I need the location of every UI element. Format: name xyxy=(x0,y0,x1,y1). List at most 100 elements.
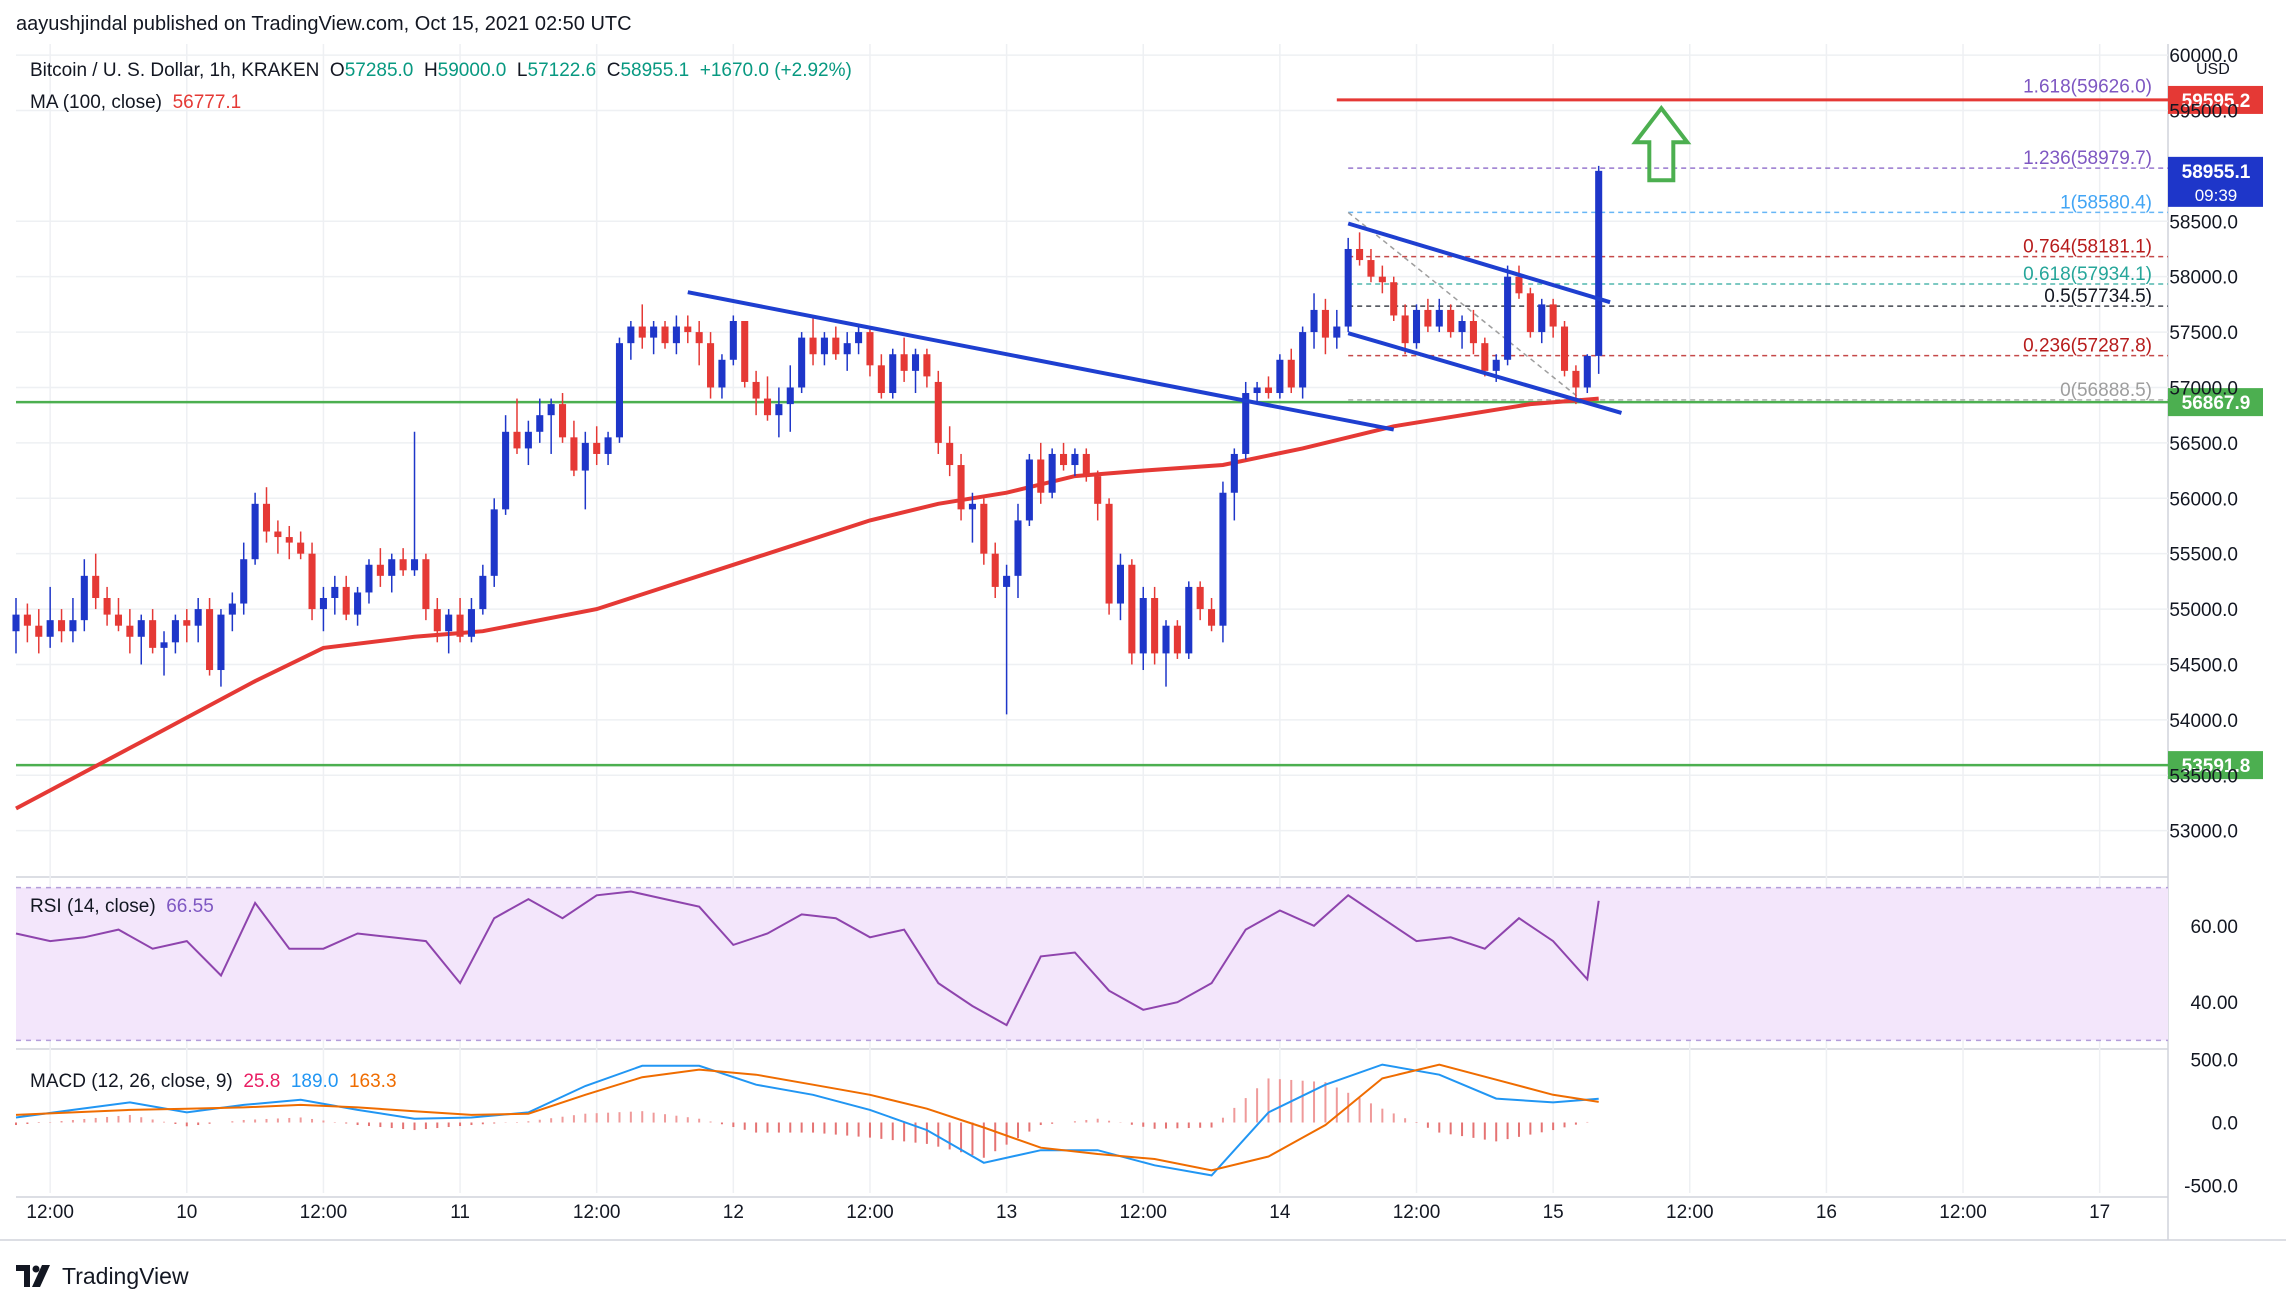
candle-body xyxy=(1208,609,1216,626)
candle-up xyxy=(855,326,863,355)
tradingview-logo[interactable]: TradingView xyxy=(16,1262,189,1290)
candle-down xyxy=(1264,376,1273,399)
candle-body xyxy=(957,465,965,510)
candle-down xyxy=(1173,620,1181,659)
candle-up xyxy=(1276,354,1284,399)
candle-up xyxy=(911,348,920,394)
macd-tick-label: 500.0 xyxy=(2190,1051,2238,1072)
time-tick-label: 12:00 xyxy=(1666,1202,1714,1223)
candle-up xyxy=(843,332,851,371)
candle-down xyxy=(1082,448,1090,482)
high-value: 59000.0 xyxy=(437,60,507,81)
tradingview-brand: TradingView xyxy=(62,1262,189,1289)
candle-down xyxy=(342,575,350,621)
close-value: 58955.1 xyxy=(620,60,690,81)
candle-down xyxy=(1037,442,1045,504)
candle-body xyxy=(820,337,828,355)
candle-body xyxy=(1412,309,1421,344)
candle-down xyxy=(695,321,703,366)
candle-down xyxy=(991,542,999,598)
candle-up xyxy=(1139,586,1147,671)
candle-body xyxy=(126,625,134,637)
fibonacci-retracement[interactable]: 1.618(59626.0) 1.236(58979.7) 1(58580.4) 0.… xyxy=(1347,77,2168,401)
candle-up xyxy=(1230,448,1238,521)
fib-level-label: 1.236(58979.7) xyxy=(2023,148,2152,169)
candle-body xyxy=(1094,476,1102,504)
ma-legend[interactable]: MA (100, close) 56777.1 xyxy=(30,93,241,112)
rsi-legend[interactable]: RSI (14, close) 66.55 xyxy=(30,897,214,916)
candle-down xyxy=(308,542,316,621)
candle-down xyxy=(103,586,111,626)
macd-label: MACD (12, 26, close, 9) xyxy=(30,1071,233,1092)
candle-body xyxy=(456,614,464,637)
candle-body xyxy=(946,442,954,466)
candle-down xyxy=(1151,586,1159,665)
candle-body xyxy=(832,337,840,355)
candle-body xyxy=(319,598,327,610)
macd-legend[interactable]: MACD (12, 26, close, 9) 25.8 189.0 163.3 xyxy=(30,1072,397,1091)
macd-tick-label: -500.0 xyxy=(2184,1176,2238,1197)
candle-up xyxy=(1435,298,1443,333)
candle-body xyxy=(160,642,168,648)
candle-body xyxy=(661,326,669,344)
candle-up xyxy=(1595,165,1603,374)
candle-down xyxy=(1094,470,1102,521)
currency-label: USD xyxy=(2196,61,2230,78)
low-label: L xyxy=(516,60,528,81)
candle-up xyxy=(1333,309,1341,349)
candle-down xyxy=(809,315,817,366)
price-tick-label: 57000.0 xyxy=(2169,378,2238,399)
rsi-tick-label: 60.00 xyxy=(2190,917,2238,938)
candle-body xyxy=(843,343,851,355)
candle-body xyxy=(228,603,236,615)
candle-body xyxy=(1515,276,1523,294)
candle-body xyxy=(1378,276,1386,283)
candle-up xyxy=(786,365,794,432)
rsi-value: 66.55 xyxy=(166,896,214,917)
open-value: 57285.0 xyxy=(344,60,414,81)
price-axis[interactable]: 60000.0 59500.0 58500.0 58000.0 57500.0 57000… xyxy=(2169,46,2238,843)
candle-body xyxy=(786,387,794,405)
price-tick-label: 53500.0 xyxy=(2169,766,2238,787)
last-price-tag xyxy=(2168,156,2263,207)
candle-body xyxy=(206,609,214,671)
horizontal-lines[interactable]: 56867.9 53591.8 59595.2 58955.1 09:39 xyxy=(16,85,2263,780)
trendline-2[interactable] xyxy=(1347,221,1611,305)
symbol-legend[interactable]: Bitcoin / U. S. Dollar, 1h, KRAKEN O5728… xyxy=(30,61,852,80)
candle-body xyxy=(422,559,430,610)
candle-body xyxy=(855,332,863,344)
trendlines[interactable] xyxy=(687,221,1623,432)
candle-up xyxy=(1242,381,1250,460)
up-arrow-icon[interactable] xyxy=(1631,104,1692,183)
rsi-panel: 60.00 40.00 xyxy=(15,886,2238,1042)
time-axis[interactable]: 12:00 10 12:00 11 12:00 12 12:00 13 12:00 14 12:00… xyxy=(26,1202,2110,1223)
candle-up xyxy=(410,431,419,576)
candle-body xyxy=(1356,248,1364,261)
candle-body xyxy=(240,559,248,604)
trendline-3[interactable] xyxy=(1347,331,1623,415)
trendline-1[interactable] xyxy=(687,290,1395,432)
candle-down xyxy=(763,376,772,421)
candle-up xyxy=(1344,237,1352,333)
candle-down xyxy=(593,426,601,466)
candle-body xyxy=(627,326,635,344)
price-tick-label: 58500.0 xyxy=(2169,212,2238,233)
candle-down xyxy=(92,553,100,610)
candle-up xyxy=(194,598,202,643)
candle-down xyxy=(1105,498,1113,615)
candle-body xyxy=(1390,282,1398,316)
support-upper-tag xyxy=(2168,388,2263,417)
candle-down xyxy=(149,609,157,654)
candle-up xyxy=(1299,326,1307,399)
candle-up xyxy=(547,398,555,454)
candle-down xyxy=(23,603,31,643)
candle-body xyxy=(1333,326,1341,338)
price-tick-label: 53000.0 xyxy=(2169,822,2238,843)
candle-down xyxy=(262,487,271,543)
candle-body xyxy=(342,586,350,615)
fib-level-label: 0(56888.5) xyxy=(2060,380,2152,401)
time-tick-label: 12 xyxy=(723,1202,744,1223)
macd-panel: 500.0 0.0 -500.0 xyxy=(15,1051,2238,1197)
